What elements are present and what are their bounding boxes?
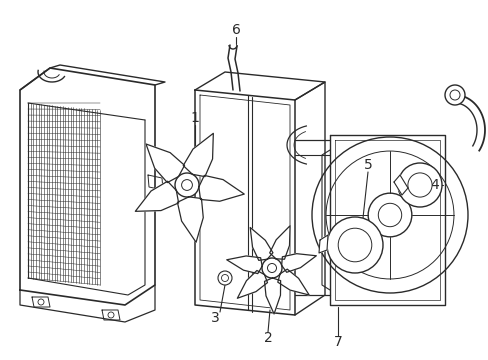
Polygon shape [269, 226, 289, 259]
Text: 7: 7 [333, 335, 342, 349]
Circle shape [221, 274, 228, 282]
Polygon shape [183, 133, 213, 177]
Polygon shape [102, 310, 120, 320]
Circle shape [407, 173, 431, 197]
Circle shape [262, 258, 282, 278]
Circle shape [175, 173, 199, 197]
Polygon shape [264, 278, 280, 314]
Circle shape [378, 203, 401, 227]
Circle shape [181, 180, 192, 190]
Polygon shape [146, 144, 184, 183]
Polygon shape [237, 270, 267, 298]
Circle shape [444, 85, 464, 105]
Circle shape [325, 151, 453, 279]
Polygon shape [135, 181, 178, 211]
Text: 6: 6 [231, 23, 240, 37]
Polygon shape [177, 197, 203, 242]
Polygon shape [277, 269, 308, 295]
Text: 4: 4 [430, 178, 439, 192]
Polygon shape [199, 175, 244, 201]
Circle shape [218, 271, 231, 285]
Polygon shape [393, 175, 407, 195]
Text: 1: 1 [190, 111, 199, 125]
Circle shape [267, 264, 276, 273]
Text: 3: 3 [210, 311, 219, 325]
Circle shape [449, 90, 459, 100]
Polygon shape [250, 228, 272, 260]
Polygon shape [32, 297, 50, 307]
Circle shape [367, 193, 411, 237]
Text: 5: 5 [363, 158, 372, 172]
Polygon shape [318, 235, 327, 253]
Circle shape [326, 217, 382, 273]
Text: 2: 2 [263, 331, 272, 345]
Polygon shape [281, 254, 316, 272]
Circle shape [311, 137, 467, 293]
Polygon shape [226, 256, 262, 274]
Circle shape [338, 228, 371, 262]
Circle shape [397, 163, 441, 207]
